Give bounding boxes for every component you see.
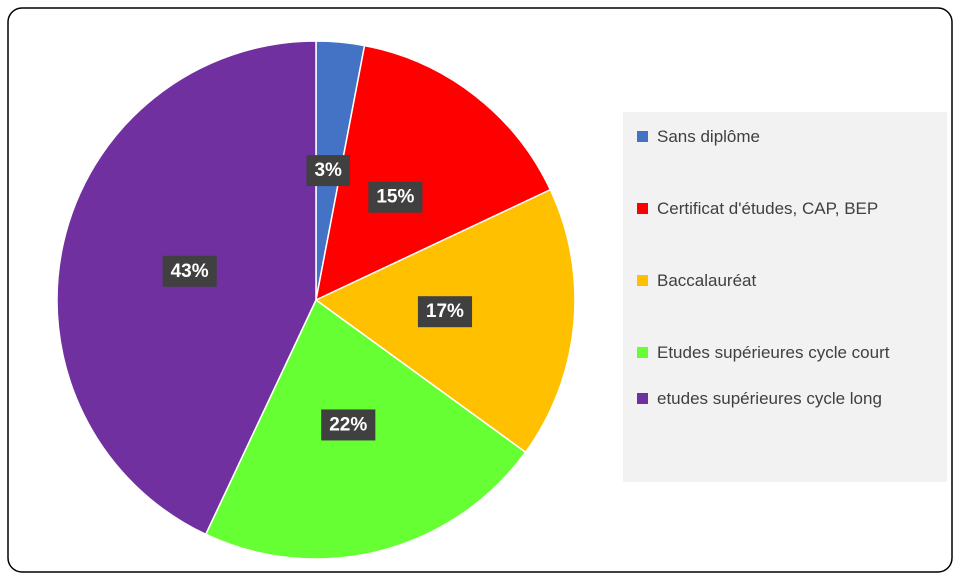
data-label-bg xyxy=(321,409,376,441)
data-label-bg xyxy=(162,255,217,287)
legend-item: etudes supérieures cycle long xyxy=(635,386,947,412)
legend: Sans diplôme Certificat d'études, CAP, BE… xyxy=(623,112,947,482)
legend-item: Certificat d'études, CAP, BEP xyxy=(635,196,947,222)
data-label: 22% xyxy=(329,414,367,435)
legend-label: Etudes supérieures cycle court xyxy=(657,343,890,362)
legend-swatch xyxy=(637,275,648,286)
legend-label: Certificat d'études, CAP, BEP xyxy=(657,199,879,218)
data-label-bg xyxy=(306,155,351,187)
legend-item: Baccalauréat xyxy=(635,268,947,294)
legend-item: Etudes supérieures cycle court xyxy=(635,340,907,366)
legend-label: Baccalauréat xyxy=(657,271,757,290)
legend-label: Sans diplôme xyxy=(657,127,761,146)
data-label: 17% xyxy=(426,301,464,322)
legend-swatch xyxy=(637,393,648,404)
data-label: 3% xyxy=(314,160,342,181)
legend-label: etudes supérieures cycle long xyxy=(657,389,882,408)
legend-swatch xyxy=(637,203,648,214)
legend-swatch xyxy=(637,131,648,142)
pie-slice xyxy=(314,44,552,302)
data-label: 43% xyxy=(171,261,209,282)
pie-slice xyxy=(56,40,317,536)
data-label-bg xyxy=(417,296,473,328)
legend-swatch xyxy=(637,347,648,358)
data-label: 15% xyxy=(376,187,414,208)
data-label-bg xyxy=(368,181,423,213)
legend-item: Sans diplôme xyxy=(635,124,947,150)
